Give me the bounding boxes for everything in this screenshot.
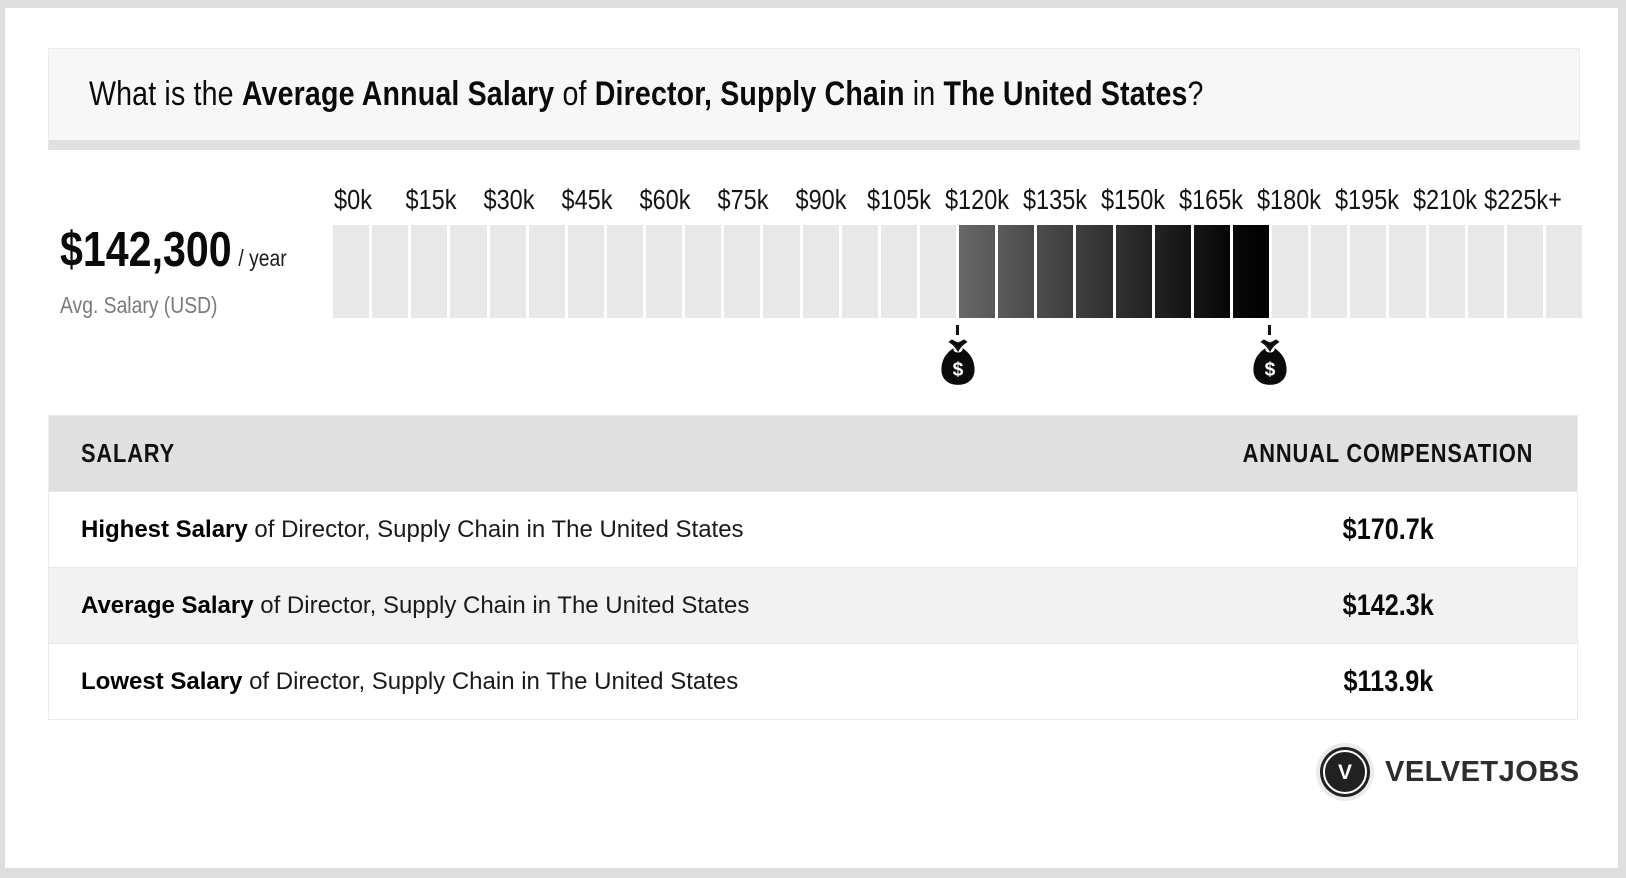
- scale-segment: [1311, 225, 1348, 318]
- row-label: Highest Salary of Director, Supply Chain…: [81, 515, 744, 543]
- scale-segment: [1545, 225, 1582, 318]
- axis-tick-labels: $0k $15k $30k $45k $60k $75k $90k $105k $120k $13…: [333, 185, 1582, 215]
- svg-text:$: $: [952, 360, 963, 381]
- axis-tick-label: $150k: [1101, 184, 1166, 215]
- axis-tick-label: $30k: [483, 184, 535, 215]
- scale-segment: [333, 225, 370, 318]
- table-header-row: SALARY ANNUAL COMPENSATION: [49, 416, 1577, 491]
- per-year-label: / year: [238, 245, 287, 271]
- scale-segment: [606, 225, 643, 318]
- scale-segment: [1272, 225, 1309, 318]
- axis-tick-label: $135k: [1023, 184, 1088, 215]
- scale-segment: [1154, 225, 1191, 318]
- table-row-lowest: Lowest Salary of Director, Supply Chain …: [49, 643, 1577, 719]
- axis-tick-label: $195k: [1335, 184, 1400, 215]
- scale-segment: [1467, 225, 1504, 318]
- brand-name: VELVETJOBS: [1385, 755, 1580, 788]
- scale-segment: [528, 225, 565, 318]
- scale-segment: [763, 225, 800, 318]
- highest-salary-marker: $: [1248, 325, 1292, 387]
- title-bold-average-annual-salary: Average Annual Salary: [241, 75, 555, 113]
- row-value: $142.3k: [1342, 588, 1434, 622]
- table-row-average: Average Salary of Director, Supply Chain…: [49, 567, 1577, 643]
- axis-tick-label: $210k: [1413, 184, 1478, 215]
- scale-segment: [1350, 225, 1387, 318]
- page-title: What is the Average Annual Salary of Dir…: [89, 75, 1204, 113]
- column-header-annual-compensation: ANNUAL COMPENSATION: [1242, 438, 1534, 468]
- title-text: What is the: [89, 75, 242, 113]
- axis-tick-label: $45k: [561, 184, 613, 215]
- svg-text:$: $: [1264, 360, 1275, 381]
- lowest-salary-marker: $: [936, 325, 980, 387]
- scale-segment: [1076, 225, 1113, 318]
- velvetjobs-monogram-icon: V: [1320, 747, 1370, 797]
- axis-tick-label: $105k: [866, 184, 931, 215]
- axis-tick-label: $15k: [405, 184, 457, 215]
- axis-tick-label: $180k: [1257, 184, 1322, 215]
- scale-segment: [959, 225, 996, 318]
- scale-segment: [841, 225, 878, 318]
- column-header-salary: SALARY: [81, 438, 176, 468]
- title-box: What is the Average Annual Salary of Dir…: [48, 48, 1580, 150]
- scale-segment: [450, 225, 487, 318]
- row-value: $170.7k: [1342, 512, 1434, 546]
- axis-tick-label: $120k: [944, 184, 1010, 215]
- money-bag-icon: $: [940, 339, 975, 385]
- title-bold-location: The United States: [943, 75, 1188, 113]
- monogram-letter: V: [1337, 760, 1352, 784]
- infographic-card: What is the Average Annual Salary of Dir…: [5, 8, 1618, 868]
- average-salary-stat: $142,300 / year Avg. Salary (USD): [60, 222, 330, 319]
- scale-segment: [1193, 225, 1230, 318]
- scale-segment: [411, 225, 448, 318]
- scale-segment: [372, 225, 409, 318]
- axis-tick-label: $225k+: [1484, 184, 1563, 215]
- scale-segment: [1506, 225, 1543, 318]
- row-value: $113.9k: [1343, 664, 1433, 698]
- scale-segment: [1428, 225, 1465, 318]
- scale-segment: [919, 225, 956, 318]
- average-salary-line: $142,300 / year: [60, 222, 287, 278]
- axis-tick-label: $90k: [795, 184, 847, 215]
- scale-segment: [724, 225, 761, 318]
- table-row-highest: Highest Salary of Director, Supply Chain…: [49, 491, 1577, 567]
- title-bold-job-title: Director, Supply Chain: [594, 75, 905, 113]
- average-salary-amount: $142,300: [60, 223, 232, 277]
- axis-tick-label: $165k: [1179, 184, 1244, 215]
- scale-segment: [489, 225, 526, 318]
- axis-tick-label: $60k: [639, 184, 691, 215]
- scale-segment: [1389, 225, 1426, 318]
- scale-segment: [567, 225, 604, 318]
- average-salary-caption: Avg. Salary (USD): [60, 292, 218, 318]
- salary-table: SALARY ANNUAL COMPENSATION Highest Salar…: [48, 415, 1578, 720]
- scale-segment: [802, 225, 839, 318]
- row-label: Lowest Salary of Director, Supply Chain …: [81, 667, 739, 695]
- scale-segment: [1115, 225, 1152, 318]
- scale-segment: [1037, 225, 1074, 318]
- axis-tick-label: $75k: [717, 184, 769, 215]
- row-label: Average Salary of Director, Supply Chain…: [81, 591, 750, 619]
- axis-tick-label: $0k: [333, 184, 372, 215]
- salary-scale-chart: $0k $15k $30k $45k $60k $75k $90k $105k $120k $13…: [333, 185, 1582, 400]
- scale-segment: [998, 225, 1035, 318]
- scale-segment: [685, 225, 722, 318]
- brand-logo: V VELVETJOBS: [1320, 747, 1580, 797]
- scale-segment: [880, 225, 917, 318]
- scale-segment: [1232, 225, 1269, 318]
- marker-tick: [956, 325, 959, 335]
- scale-segments: [333, 225, 1582, 318]
- scale-segment: [646, 225, 683, 318]
- marker-tick: [1268, 325, 1272, 335]
- money-bag-icon: $: [1253, 339, 1287, 385]
